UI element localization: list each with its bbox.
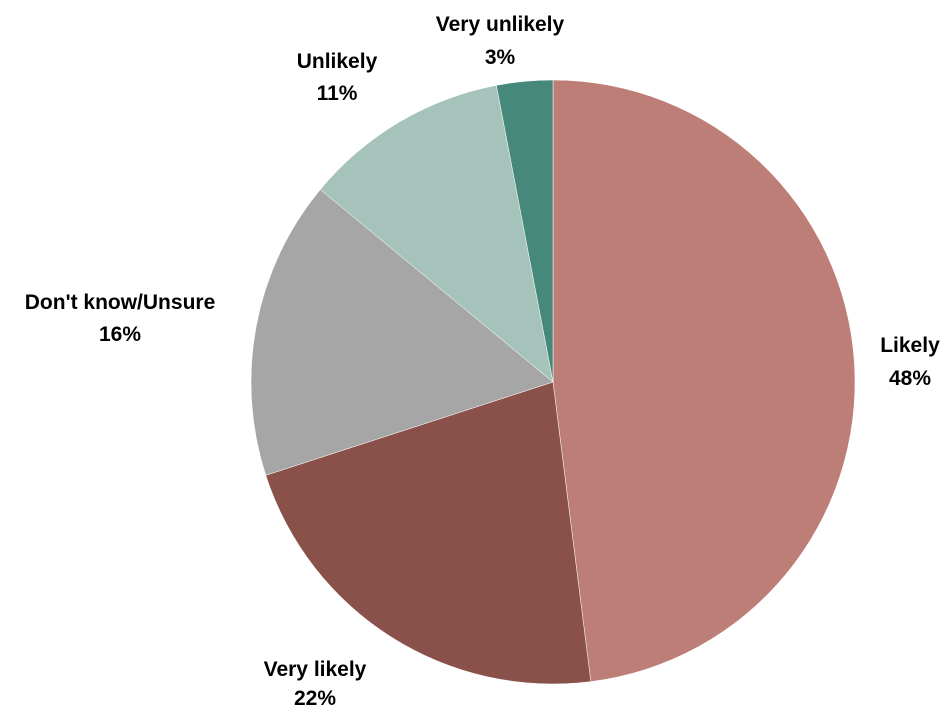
pie-slice-unlikely [319, 85, 554, 383]
label-very-likely-name: Very likely [264, 658, 367, 681]
label-very-unlikely-value: 3% [485, 46, 516, 69]
pie-slice-don-t-know-unsure [250, 189, 554, 476]
label-dont-know-value: 16% [99, 323, 141, 346]
label-very-unlikely-name: Very unlikely [436, 13, 565, 36]
label-dont-know-name: Don't know/Unsure [25, 291, 216, 314]
label-unlikely-value: 11% [317, 82, 358, 105]
pie-slice-likely [552, 79, 856, 682]
label-unlikely-name: Unlikely [297, 50, 378, 73]
pie-slice-very-likely [265, 381, 592, 685]
label-likely-name: Likely [880, 334, 940, 357]
pie-slice-very-unlikely [496, 79, 554, 383]
label-likely-value: 48% [889, 367, 931, 390]
pie-slices [250, 79, 856, 685]
label-very-likely-value: 22% [294, 687, 336, 708]
